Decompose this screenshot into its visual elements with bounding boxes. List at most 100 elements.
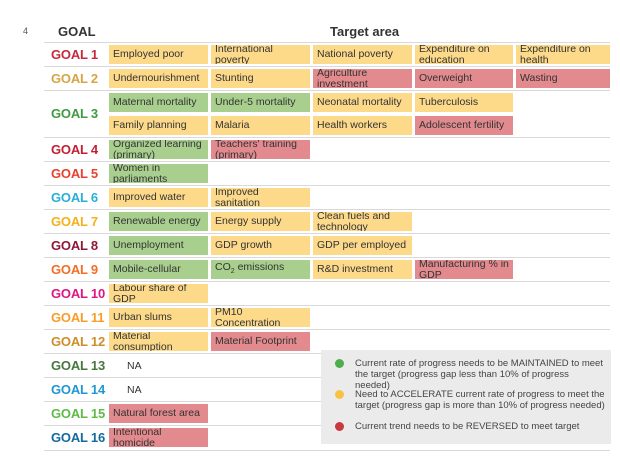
- target-cell: Under-5 mortality: [211, 93, 310, 112]
- target-label: Malaria: [215, 119, 250, 131]
- legend-text: Need to ACCELERATE current rate of progr…: [355, 389, 605, 411]
- target-cell: Unemployment: [109, 236, 208, 255]
- goal-row: GOAL 3 Maternal mortality Under-5 mortalit…: [44, 90, 610, 138]
- target-label: Tuberculosis: [419, 96, 479, 108]
- target-label: GDP per employed: [317, 239, 407, 251]
- goal-label: GOAL 9: [51, 262, 98, 277]
- goal-column-header: GOAL: [58, 24, 96, 39]
- target-label: Improved water: [113, 191, 186, 203]
- target-cell: Energy supply: [211, 212, 310, 231]
- goal-label: GOAL 11: [51, 310, 105, 325]
- target-cell: Family planning: [109, 116, 208, 135]
- target-label: Natural forest area: [113, 407, 200, 419]
- target-label: Stunting: [215, 72, 254, 84]
- target-cell: Natural forest area: [109, 404, 208, 423]
- target-cell: Employed poor: [109, 45, 208, 64]
- target-label: Family planning: [113, 119, 187, 131]
- goal-label: GOAL 6: [51, 190, 98, 205]
- target-label: Agriculture investment: [317, 69, 368, 88]
- legend-panel: Current rate of progress needs to be MAI…: [321, 350, 611, 444]
- target-label: Organized learning (primary): [113, 140, 202, 159]
- goal-label: GOAL 1: [51, 47, 98, 62]
- target-cell: Mobile-cellular: [109, 260, 208, 279]
- target-label: Employed poor: [113, 48, 184, 60]
- target-cell: Overweight: [415, 69, 513, 88]
- target-label: Undernourishment: [113, 72, 200, 84]
- target-cell: Manufacturing % in GDP: [415, 260, 513, 279]
- target-cell: Malaria: [211, 116, 310, 135]
- goal-row: GOAL 9 Mobile-cellular CO2 emissions R&D in…: [44, 257, 610, 282]
- target-cell: International poverty: [211, 45, 310, 64]
- goal-label: GOAL 7: [51, 214, 98, 229]
- target-cell: PM10 Concentration: [211, 308, 310, 327]
- target-cell: Undernourishment: [109, 69, 208, 88]
- yellow-dot-icon: [335, 390, 344, 399]
- target-label: Maternal mortality: [113, 96, 197, 108]
- goal-row: GOAL 12 Material consumption Material Foot…: [44, 329, 610, 354]
- target-cell: Material Footprint: [211, 332, 310, 351]
- target-label: PM10 Concentration: [215, 308, 281, 327]
- goal-label: GOAL 13: [51, 358, 105, 373]
- target-label: Expenditure on education: [419, 45, 490, 64]
- target-cell: Women in parliaments: [109, 164, 208, 183]
- target-cell: Organized learning (primary): [109, 140, 208, 159]
- target-label: Health workers: [317, 119, 388, 131]
- target-cell: Adolescent fertility: [415, 116, 513, 135]
- target-cell: National poverty: [313, 45, 412, 64]
- target-label: CO2 emissions: [215, 260, 285, 276]
- goal-row: GOAL 4 Organized learning (primary) Teache…: [44, 137, 610, 162]
- red-dot-icon: [335, 422, 344, 431]
- target-label: Unemployment: [113, 239, 184, 251]
- target-cell: Improved sanitation: [211, 188, 310, 207]
- target-label: Neonatal mortality: [317, 96, 402, 108]
- goal-label: GOAL 14: [51, 382, 105, 397]
- target-cell: Agriculture investment: [313, 69, 412, 88]
- target-label: Expenditure on health: [520, 45, 591, 64]
- target-cell: Expenditure on health: [516, 45, 610, 64]
- target-label: Adolescent fertility: [419, 119, 505, 131]
- target-cell: Maternal mortality: [109, 93, 208, 112]
- target-cell: Neonatal mortality: [313, 93, 412, 112]
- target-label: National poverty: [317, 48, 393, 60]
- goal-label: GOAL 4: [51, 142, 98, 157]
- target-label: Overweight: [419, 72, 473, 84]
- target-label: Material Footprint: [215, 335, 297, 347]
- target-cell: GDP growth: [211, 236, 310, 255]
- target-label: Improved sanitation: [215, 188, 260, 207]
- target-label: Labour share of GDP: [113, 284, 187, 303]
- goal-label: GOAL 3: [51, 106, 98, 121]
- target-label: Material consumption: [113, 332, 173, 351]
- target-cell: Stunting: [211, 69, 310, 88]
- target-label: Renewable energy: [113, 215, 201, 227]
- page-number: 4: [23, 26, 29, 36]
- target-label: Under-5 mortality: [215, 96, 296, 108]
- target-label: Wasting: [520, 72, 558, 84]
- target-cell: Clean fuels and technology: [313, 212, 412, 231]
- target-cell: CO2 emissions: [211, 260, 310, 279]
- goal-label: GOAL 16: [51, 430, 105, 445]
- not-available-text: NA: [127, 360, 142, 372]
- target-cell: Labour share of GDP: [109, 284, 208, 303]
- target-label: International poverty: [215, 45, 273, 64]
- target-label: Manufacturing % in GDP: [419, 260, 509, 279]
- green-dot-icon: [335, 359, 344, 368]
- target-area-header: Target area: [330, 24, 400, 39]
- goal-row: GOAL 8 Unemployment GDP growth GDP per empl…: [44, 233, 610, 258]
- goal-label: GOAL 2: [51, 71, 98, 86]
- target-cell: Urban slums: [109, 308, 208, 327]
- goal-label: GOAL 10: [51, 286, 105, 301]
- target-cell: Tuberculosis: [415, 93, 513, 112]
- target-cell: Wasting: [516, 69, 610, 88]
- target-cell: R&D investment: [313, 260, 412, 279]
- goal-label: GOAL 5: [51, 166, 98, 181]
- target-label: Teachers' training (primary): [215, 140, 297, 159]
- target-label: Mobile-cellular: [113, 263, 181, 275]
- target-label: Intentional homicide: [113, 428, 162, 447]
- target-label: Clean fuels and technology: [317, 212, 390, 231]
- not-available-text: NA: [127, 384, 142, 396]
- goal-label: GOAL 8: [51, 238, 98, 253]
- target-label: GDP growth: [215, 239, 272, 251]
- goal-row: GOAL 6 Improved water Improved sanitation: [44, 185, 610, 210]
- goal-label: GOAL 15: [51, 406, 105, 421]
- target-cell: Teachers' training (primary): [211, 140, 310, 159]
